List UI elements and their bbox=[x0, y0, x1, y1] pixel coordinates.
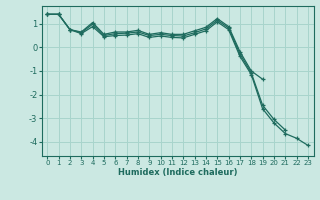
X-axis label: Humidex (Indice chaleur): Humidex (Indice chaleur) bbox=[118, 168, 237, 177]
